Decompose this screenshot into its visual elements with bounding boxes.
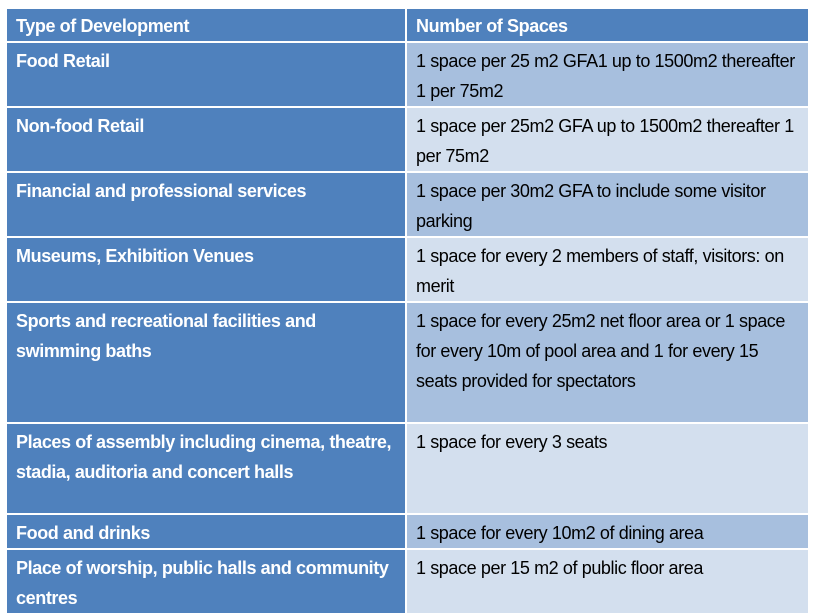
spaces-cell: 1 space per 25 m2 GFA1 up to 1500m2 ther… bbox=[405, 41, 810, 108]
type-cell: Place of worship, public halls and commu… bbox=[5, 548, 407, 615]
spaces-cell: 1 space for every 25m2 net floor area or… bbox=[405, 301, 810, 424]
spaces-cell: 1 space for every 3 seats bbox=[405, 422, 810, 515]
spaces-cell: 1 space per 15 m2 of public floor area bbox=[405, 548, 810, 615]
parking-standards-table: Type of Development Number of Spaces Foo… bbox=[5, 7, 810, 615]
table-row: Museums, Exhibition Venues 1 space for e… bbox=[5, 236, 810, 303]
table-row: Financial and professional services 1 sp… bbox=[5, 171, 810, 238]
header-spaces: Number of Spaces bbox=[405, 7, 810, 43]
spaces-cell: 1 space per 30m2 GFA to include some vis… bbox=[405, 171, 810, 238]
type-cell: Food Retail bbox=[5, 41, 407, 108]
type-cell: Food and drinks bbox=[5, 513, 407, 550]
type-cell: Non-food Retail bbox=[5, 106, 407, 173]
type-cell: Places of assembly including cinema, the… bbox=[5, 422, 407, 515]
type-cell: Financial and professional services bbox=[5, 171, 407, 238]
header-type: Type of Development bbox=[5, 7, 407, 43]
table-row: Non-food Retail 1 space per 25m2 GFA up … bbox=[5, 106, 810, 173]
header-row: Type of Development Number of Spaces bbox=[5, 7, 810, 43]
spaces-cell: 1 space per 25m2 GFA up to 1500m2 therea… bbox=[405, 106, 810, 173]
table-row: Food and drinks 1 space for every 10m2 o… bbox=[5, 513, 810, 550]
table-row: Place of worship, public halls and commu… bbox=[5, 548, 810, 615]
type-cell: Museums, Exhibition Venues bbox=[5, 236, 407, 303]
spaces-cell: 1 space for every 10m2 of dining area bbox=[405, 513, 810, 550]
table-row: Food Retail 1 space per 25 m2 GFA1 up to… bbox=[5, 41, 810, 108]
spaces-cell: 1 space for every 2 members of staff, vi… bbox=[405, 236, 810, 303]
table-row: Places of assembly including cinema, the… bbox=[5, 422, 810, 515]
table-row: Sports and recreational facilities and s… bbox=[5, 301, 810, 424]
type-cell: Sports and recreational facilities and s… bbox=[5, 301, 407, 424]
